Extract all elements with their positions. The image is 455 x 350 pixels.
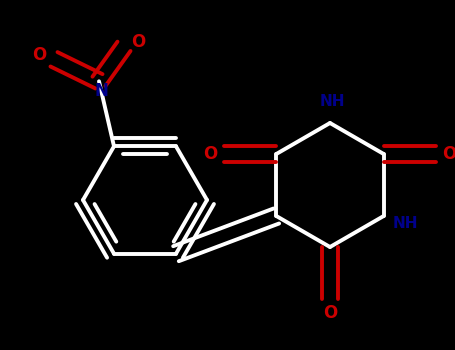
- Text: NH: NH: [319, 93, 345, 108]
- Text: O: O: [203, 145, 217, 163]
- Text: O: O: [131, 33, 145, 51]
- Text: N: N: [94, 82, 108, 100]
- Text: NH: NH: [393, 217, 419, 231]
- Text: O: O: [32, 46, 46, 64]
- Text: O: O: [443, 145, 455, 163]
- Text: O: O: [323, 304, 337, 322]
